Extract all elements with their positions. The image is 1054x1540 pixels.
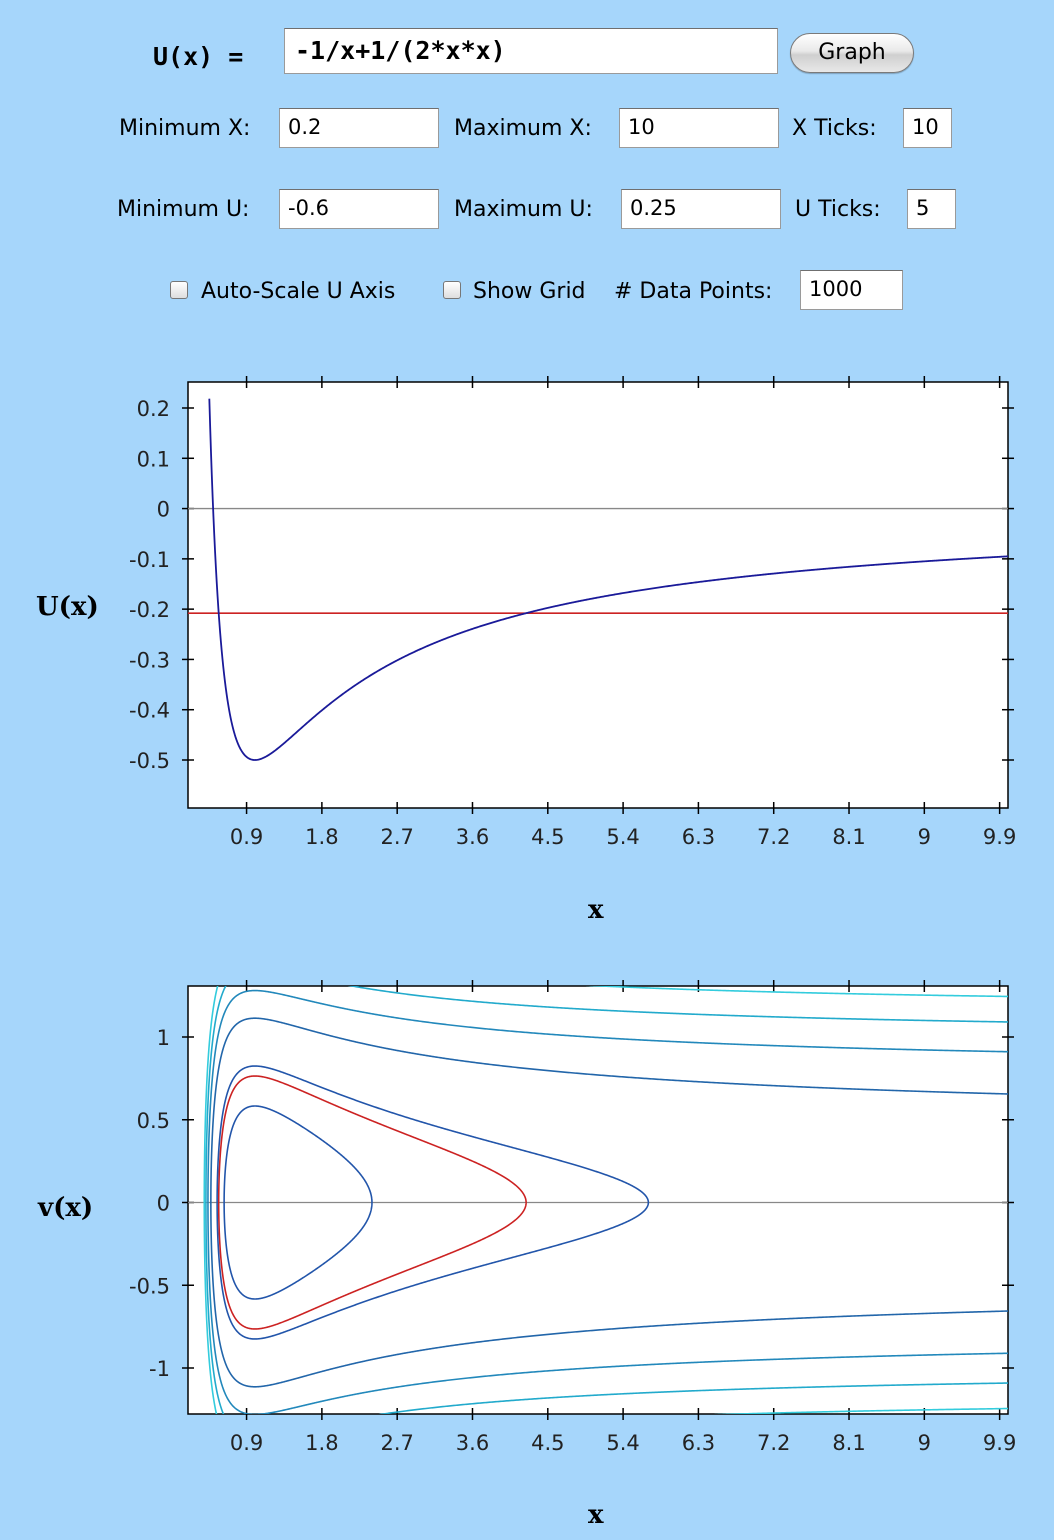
x-tick-label: 4.5 xyxy=(531,825,564,849)
autoscale-checkbox[interactable] xyxy=(170,281,188,299)
x-tick-label: 2.7 xyxy=(380,825,413,849)
x-tick-label: 8.1 xyxy=(832,1431,865,1455)
x-tick-label: 1.8 xyxy=(305,1431,338,1455)
x-tick-label: 0.9 xyxy=(230,825,263,849)
autoscale-label: Auto-Scale U Axis xyxy=(201,279,396,304)
y-tick-label: 0.1 xyxy=(137,447,170,471)
x-tick-label: 4.5 xyxy=(531,1431,564,1455)
x-ticks-label: X Ticks: xyxy=(792,116,877,141)
min-x-label: Minimum X: xyxy=(119,116,251,141)
phase-trajectory xyxy=(205,986,1008,1414)
x-tick-label: 5.4 xyxy=(606,825,639,849)
potential-x-axis-label: x xyxy=(588,895,604,925)
data-points-input[interactable]: 1000 xyxy=(800,270,903,310)
max-x-label: Maximum X: xyxy=(454,116,592,141)
y-tick-label: 0 xyxy=(157,1192,170,1216)
y-tick-label: 0 xyxy=(157,498,170,522)
phase-x-axis-label: x xyxy=(588,1500,604,1530)
x-tick-label: 1.8 xyxy=(305,825,338,849)
min-u-label: Minimum U: xyxy=(117,197,250,222)
y-tick-label: -0.5 xyxy=(129,749,170,773)
phase-orbit xyxy=(216,1065,650,1340)
graph-button[interactable]: Graph xyxy=(790,33,914,73)
phase-orbit xyxy=(223,1105,373,1300)
show-grid-label: Show Grid xyxy=(473,279,586,304)
y-tick-label: -0.3 xyxy=(129,648,170,672)
max-u-label: Maximum U: xyxy=(454,197,593,222)
y-tick-label: 1 xyxy=(157,1026,170,1050)
x-tick-label: 6.3 xyxy=(682,825,715,849)
min-u-input[interactable]: -0.6 xyxy=(279,189,439,229)
max-u-input[interactable]: 0.25 xyxy=(621,189,781,229)
y-tick-label: -0.2 xyxy=(129,598,170,622)
max-x-input[interactable]: 10 xyxy=(619,108,779,148)
y-tick-label: -0.5 xyxy=(129,1274,170,1298)
x-tick-label: 2.7 xyxy=(380,1431,413,1455)
x-tick-label: 5.4 xyxy=(606,1431,639,1455)
min-x-input[interactable]: 0.2 xyxy=(279,108,439,148)
x-tick-label: 3.6 xyxy=(456,825,489,849)
formula-input[interactable]: -1/x+1/(2*x*x) xyxy=(284,28,778,74)
y-tick-label: -0.4 xyxy=(129,699,170,723)
potential-y-axis-label: U(x) xyxy=(36,592,99,622)
x-tick-label: 9 xyxy=(918,1431,931,1455)
potential-chart: 0.9 1.8 2.7 3.6 4.5 5.4 6.3 7.2 8.1 9 9.9 0.2 0.1 0 -… xyxy=(129,376,1016,849)
y-tick-label: 0.5 xyxy=(137,1109,170,1133)
x-ticks-input[interactable]: 10 xyxy=(903,108,952,148)
x-tick-label: 8.1 xyxy=(832,825,865,849)
x-tick-label: 7.2 xyxy=(757,825,790,849)
phase-orbit xyxy=(217,1075,527,1330)
phase-trajectory xyxy=(207,989,1008,1414)
x-tick-label: 7.2 xyxy=(757,1431,790,1455)
y-tick-label: 0.2 xyxy=(137,397,170,421)
x-tick-label: 9.9 xyxy=(983,825,1016,849)
x-tick-label: 3.6 xyxy=(456,1431,489,1455)
potential-curve xyxy=(208,398,1009,761)
u-ticks-label: U Ticks: xyxy=(795,197,881,222)
x-tick-label: 9 xyxy=(918,825,931,849)
y-tick-label: -0.1 xyxy=(129,548,170,572)
phase-chart: 0.9 1.8 2.7 3.6 4.5 5.4 6.3 7.2 8.1 9 9.9 1 0.5 0 -0.… xyxy=(129,980,1016,1455)
phase-trajectory xyxy=(210,1017,1008,1388)
y-tick-label: -1 xyxy=(149,1357,170,1381)
data-points-label: # Data Points: xyxy=(614,279,773,304)
show-grid-checkbox[interactable] xyxy=(443,281,461,299)
u-ticks-input[interactable]: 5 xyxy=(907,189,956,229)
x-tick-label: 0.9 xyxy=(230,1431,263,1455)
x-tick-label: 9.9 xyxy=(983,1431,1016,1455)
x-tick-label: 6.3 xyxy=(682,1431,715,1455)
formula-label: U(x) = xyxy=(153,42,244,71)
phase-y-axis-label: v(x) xyxy=(38,1193,94,1223)
phase-trajectory xyxy=(203,986,1008,1414)
